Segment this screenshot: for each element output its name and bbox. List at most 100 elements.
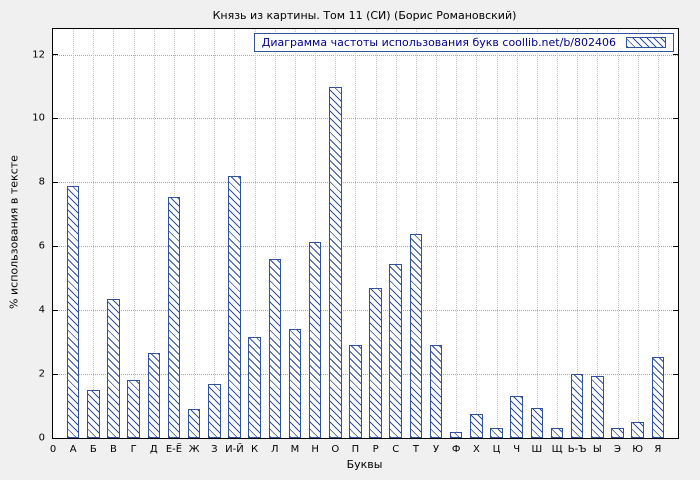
- x-origin-label: 0: [49, 444, 57, 455]
- bar-Г: [127, 380, 140, 438]
- x-gridline: [557, 29, 559, 438]
- x-gridline: [597, 29, 599, 438]
- bar-Ж: [187, 409, 201, 438]
- x-gridline: [516, 29, 518, 438]
- chart-title: Князь из картины. Том 11 (СИ) (Борис Ром…: [212, 9, 517, 22]
- x-tick-label: Н: [311, 444, 319, 455]
- y-tick-label: 4: [38, 304, 45, 316]
- x-tick-label: Е-Ё: [165, 444, 183, 455]
- y-tick-mark: [673, 373, 678, 375]
- x-tick-label: О: [331, 444, 340, 455]
- x-gridline: [375, 29, 377, 438]
- bar-Л: [268, 259, 282, 438]
- x-tick-label: С: [392, 444, 400, 455]
- y-tick-mark: [673, 245, 678, 247]
- y-gridline: [53, 374, 678, 376]
- bar-Я: [651, 356, 665, 438]
- y-tick-mark: [673, 181, 678, 183]
- bar-Ц: [490, 428, 503, 438]
- y-gridline: [53, 118, 678, 120]
- x-tick-label: Х: [472, 444, 480, 455]
- x-gridline: [617, 29, 619, 438]
- x-gridline: [294, 29, 296, 438]
- x-gridline: [456, 29, 458, 438]
- x-gridline: [637, 29, 639, 438]
- x-tick-label: Ж: [188, 444, 200, 455]
- bar-Ч: [510, 396, 523, 438]
- y-gridline: [53, 246, 678, 248]
- legend: Диаграмма частоты использования букв coo…: [253, 33, 674, 52]
- bar-С: [389, 263, 402, 438]
- bar-З: [208, 383, 221, 438]
- legend-swatch: [626, 37, 666, 48]
- x-tick-label: П: [351, 444, 360, 455]
- bar-Ю: [631, 422, 644, 438]
- x-tick-label: Ш: [531, 444, 543, 455]
- x-tick-label: И-Й: [225, 444, 244, 455]
- bar-Р: [369, 287, 382, 438]
- x-tick-label: Ч: [513, 444, 521, 455]
- y-tick-mark: [53, 373, 58, 375]
- x-gridline: [436, 29, 438, 438]
- y-tick-label: 6: [38, 240, 45, 252]
- y-tick-mark: [53, 181, 58, 183]
- y-tick-label: 0: [38, 432, 45, 444]
- x-tick-label: Я: [654, 444, 662, 455]
- x-gridline: [133, 29, 135, 438]
- x-tick-label: М: [290, 444, 300, 455]
- bar-Щ: [550, 428, 564, 438]
- bar-Ь-Ъ: [570, 374, 584, 438]
- bar-Ш: [530, 407, 544, 438]
- x-tick-label: Т: [412, 444, 419, 455]
- bar-И-Й: [228, 175, 241, 438]
- y-tick-mark: [53, 437, 58, 439]
- y-tick-label: 8: [38, 176, 45, 188]
- x-tick-label: В: [110, 444, 117, 455]
- x-tick-label: Ь-Ъ: [567, 444, 587, 455]
- x-tick-label: Ц: [492, 444, 501, 455]
- bar-О: [329, 86, 342, 438]
- x-tick-label: Г: [130, 444, 137, 455]
- x-tick-label: У: [433, 444, 440, 455]
- bar-У: [429, 345, 443, 438]
- y-gridline: [53, 182, 678, 184]
- x-gridline: [113, 29, 115, 438]
- bar-Т: [409, 233, 423, 438]
- x-gridline: [194, 29, 196, 438]
- x-tick-label: Ю: [632, 444, 644, 455]
- x-tick-label: Ф: [451, 444, 461, 455]
- y-tick-mark: [673, 54, 678, 56]
- x-tick-label: З: [211, 444, 218, 455]
- x-axis-label: Буквы: [346, 458, 383, 471]
- x-gridline: [254, 29, 256, 438]
- bar-Э: [611, 428, 624, 438]
- x-gridline: [577, 29, 579, 438]
- y-tick-mark: [53, 309, 58, 311]
- x-tick-label: А: [69, 444, 77, 455]
- x-tick-label: Б: [89, 444, 97, 455]
- y-tick-mark: [53, 117, 58, 119]
- bar-А: [66, 185, 80, 438]
- y-tick-mark: [53, 54, 58, 56]
- bar-Н: [308, 241, 322, 438]
- x-tick-label: Л: [271, 444, 279, 455]
- y-tick-label: 2: [38, 368, 45, 380]
- bar-Е-Ё: [167, 196, 181, 438]
- y-tick-mark: [673, 117, 678, 119]
- x-gridline: [355, 29, 357, 438]
- y-tick-mark: [673, 437, 678, 439]
- y-gridline: [53, 54, 678, 56]
- legend-label: Диаграмма частоты использования букв coo…: [261, 36, 616, 49]
- x-tick-label: Ы: [592, 444, 602, 455]
- y-tick-mark: [673, 309, 678, 311]
- bar-Д: [147, 353, 161, 438]
- x-gridline: [657, 29, 659, 438]
- x-gridline: [315, 29, 317, 438]
- bar-Б: [87, 390, 100, 438]
- bar-К: [248, 337, 261, 438]
- x-gridline: [496, 29, 498, 438]
- x-gridline: [153, 29, 155, 438]
- bar-Х: [470, 414, 483, 438]
- x-gridline: [214, 29, 216, 438]
